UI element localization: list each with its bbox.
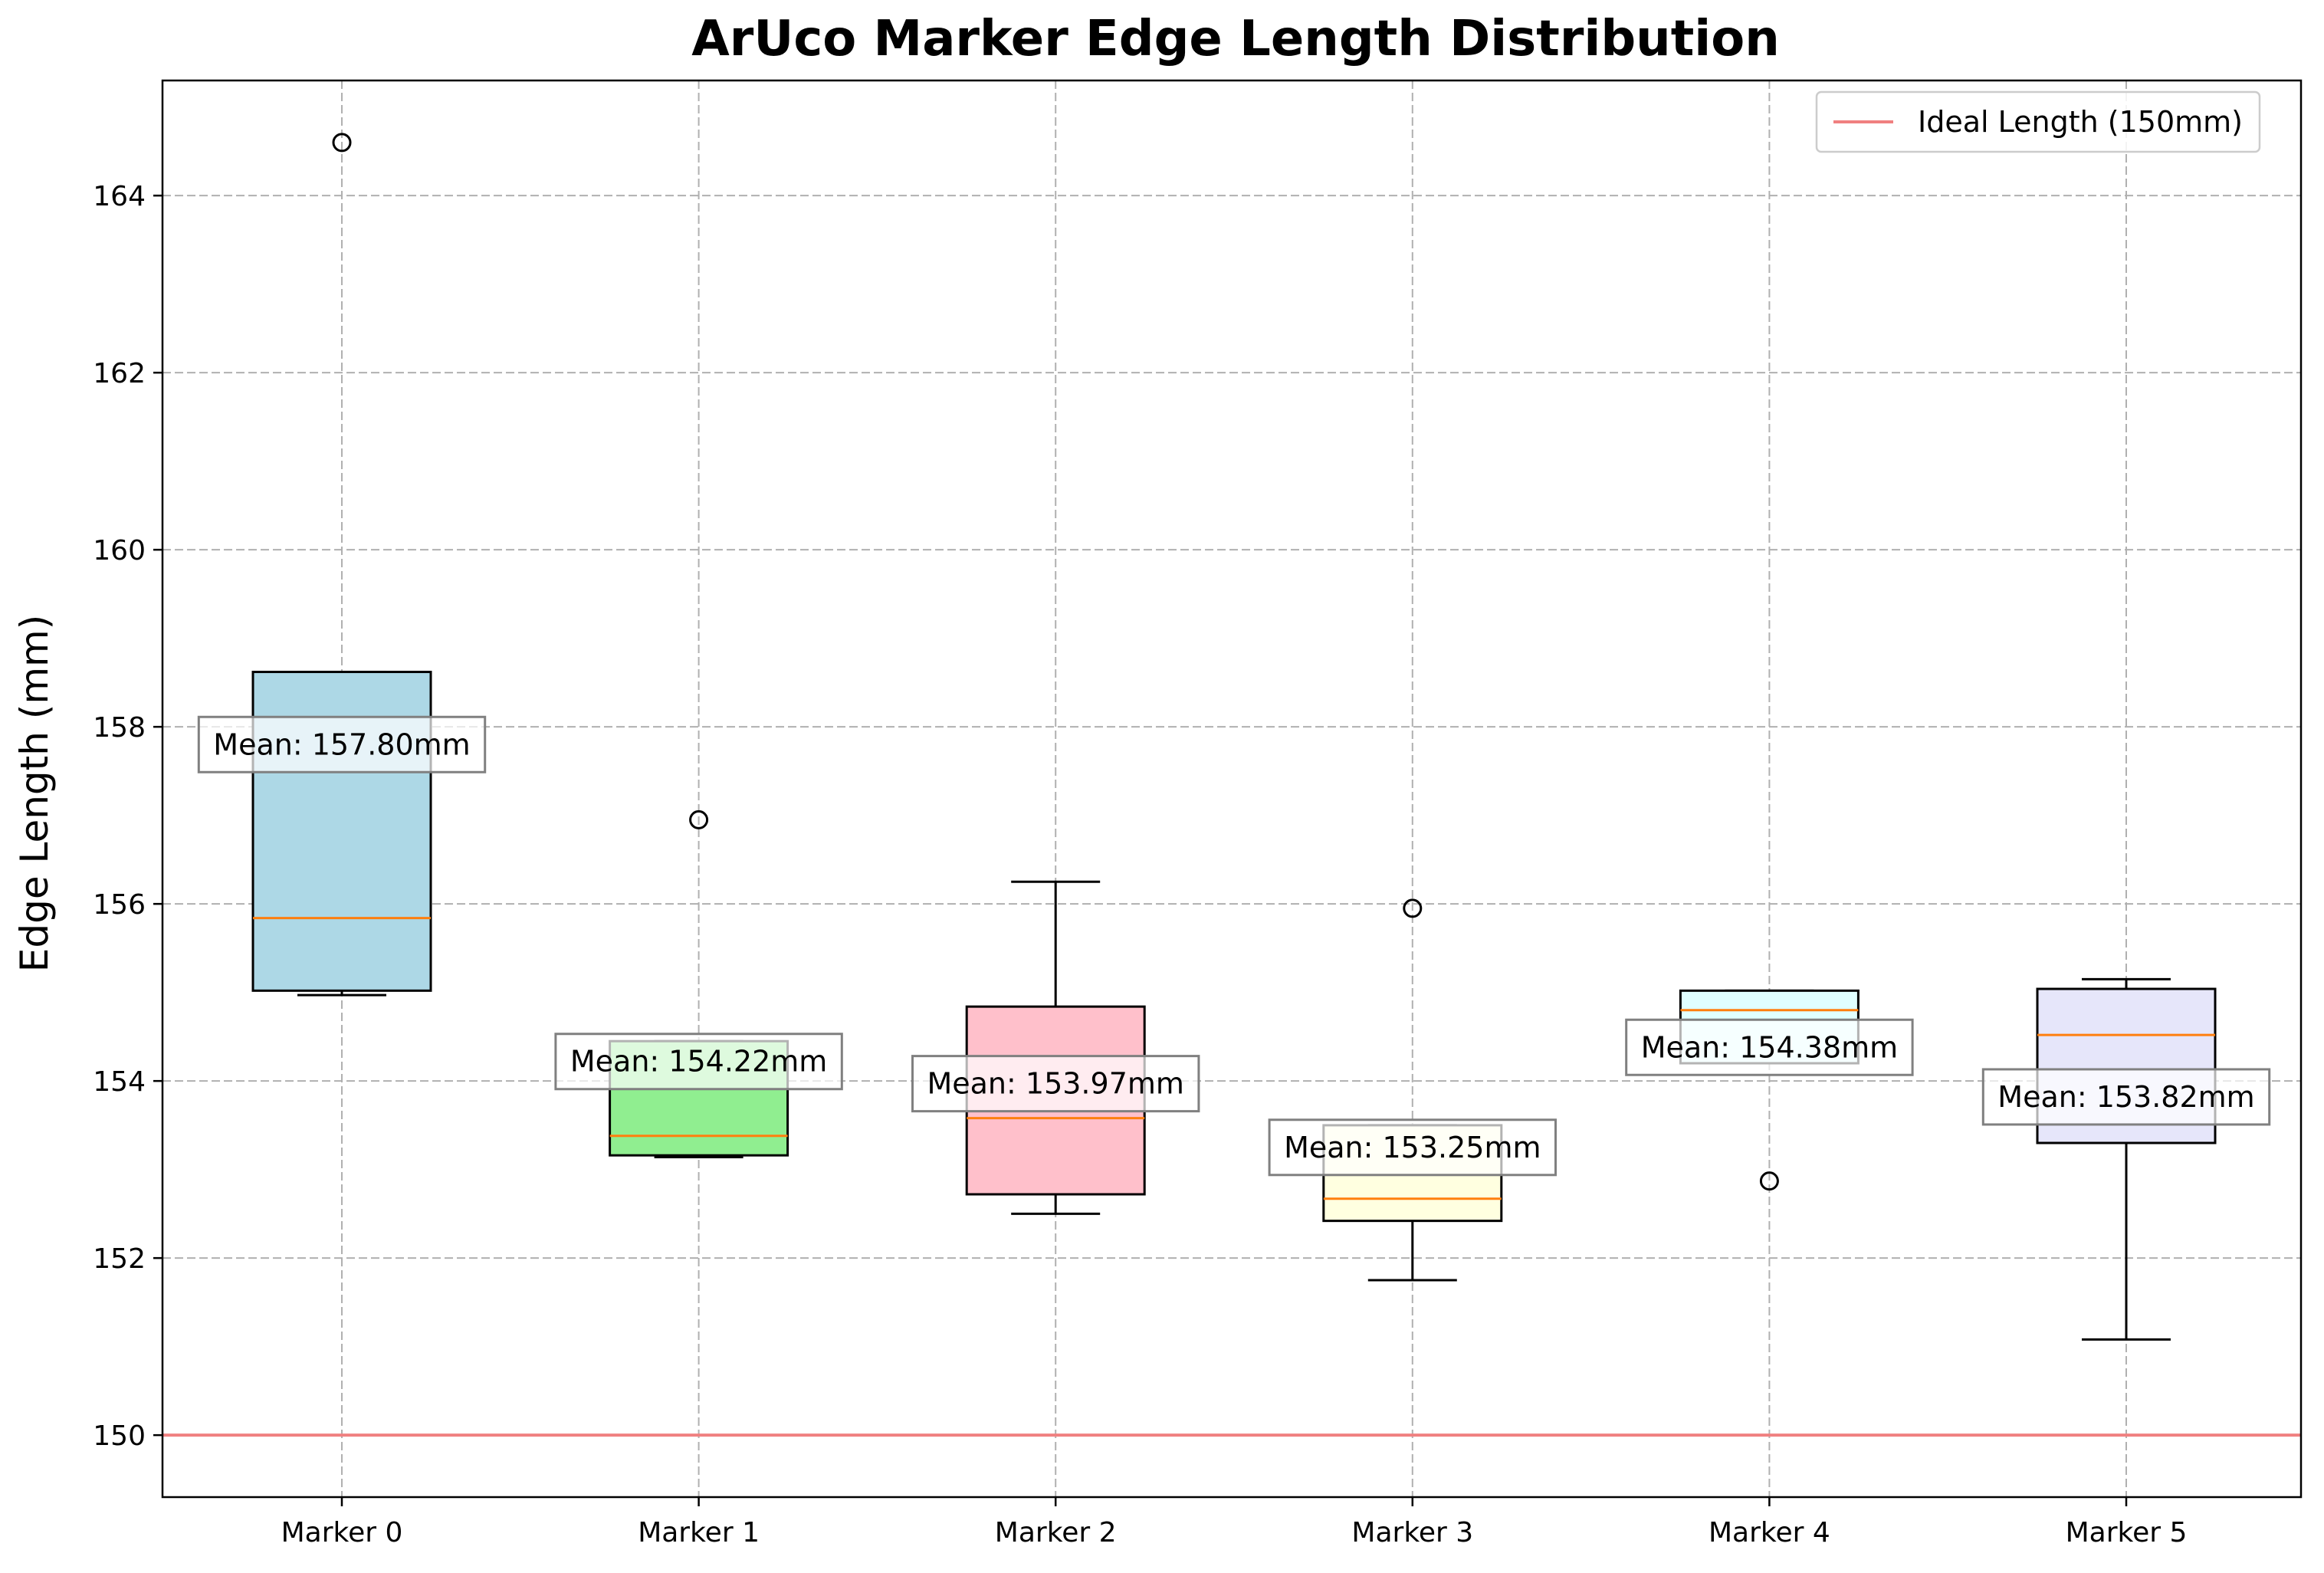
chart-title: ArUco Marker Edge Length Distribution: [691, 11, 1780, 67]
x-tick-label: Marker 0: [281, 1517, 403, 1548]
x-tick-label: Marker 3: [1351, 1517, 1473, 1548]
y-tick-label: 162: [93, 358, 146, 389]
mean-label-3: Mean: 153.25mm: [1268, 1118, 1558, 1177]
mean-label-5: Mean: 153.82mm: [1981, 1068, 2271, 1126]
x-tick-label: Marker 1: [638, 1517, 760, 1548]
outlier-point: [1759, 1171, 1779, 1191]
box-layer: [251, 133, 2217, 1341]
mean-label-text: Mean: 154.38mm: [1641, 1030, 1898, 1064]
mean-label-text: Mean: 153.97mm: [927, 1067, 1183, 1101]
y-tick-label: 150: [93, 1420, 146, 1452]
y-tick-label: 158: [93, 712, 146, 744]
mean-label-2: Mean: 153.97mm: [911, 1055, 1200, 1113]
y-tick-label: 156: [93, 889, 146, 921]
outlier-point: [689, 809, 709, 829]
mean-label-4: Mean: 154.38mm: [1625, 1018, 1914, 1076]
mean-label-box: [911, 1055, 1200, 1113]
mean-label-box: [1981, 1068, 2271, 1126]
mean-label-box: [554, 1033, 843, 1091]
y-axis-label: Edge Length (mm): [12, 615, 57, 973]
mean-label-box: [197, 715, 487, 773]
mean-label-box: [1268, 1118, 1558, 1177]
x-tick-label: Marker 2: [995, 1517, 1117, 1548]
outlier-point: [1403, 898, 1423, 918]
mean-label-text: Mean: 153.25mm: [1284, 1131, 1541, 1164]
mean-label-text: Mean: 157.80mm: [213, 727, 470, 761]
mean-label-text: Mean: 154.22mm: [570, 1045, 827, 1079]
mean-label-box: [1625, 1018, 1914, 1076]
box-5: [2036, 977, 2217, 1341]
outlier-point: [332, 133, 352, 153]
axis-layer: 150 152 154 156 158 160 162 164 Marker 0 Marker 1…: [93, 79, 2303, 1548]
y-tick-label: 164: [93, 181, 146, 212]
x-tick-label: Marker 4: [1709, 1517, 1830, 1548]
grid-layer: [162, 80, 2301, 1497]
legend-box: [1815, 90, 2261, 153]
y-tick-label: 160: [93, 535, 146, 566]
plot-frame: [161, 79, 2303, 1499]
legend-label: Ideal Length (150mm): [1918, 105, 2243, 139]
y-tick-label: 152: [93, 1243, 146, 1275]
legend: Ideal Length (150mm): [1815, 90, 2261, 153]
mean-label-1: Mean: 154.22mm: [554, 1033, 843, 1091]
y-tick-label: 154: [93, 1066, 146, 1098]
box-2: [965, 880, 1146, 1215]
mean-label-0: Mean: 157.80mm: [197, 715, 487, 773]
mean-label-text: Mean: 153.82mm: [1997, 1080, 2254, 1114]
x-tick-label: Marker 5: [2066, 1517, 2188, 1548]
mean-label-layer: Mean: 157.80mm Mean: 154.22mm Mean: 153.97…: [197, 715, 2271, 1177]
